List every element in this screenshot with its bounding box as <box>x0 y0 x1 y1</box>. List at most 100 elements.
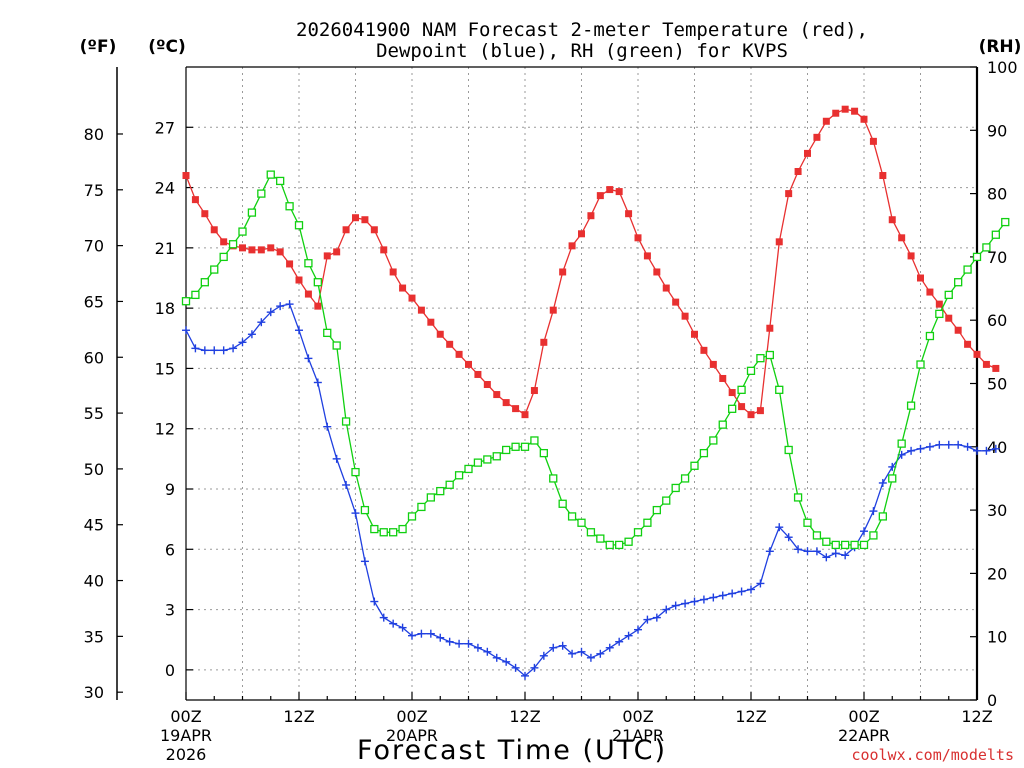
data-point-rh <box>426 493 435 502</box>
data-point-dewpoint <box>539 651 548 660</box>
data-point-dewpoint <box>360 557 369 566</box>
data-point-temperature <box>775 238 783 246</box>
data-point-temperature <box>935 300 943 308</box>
data-point-dewpoint <box>247 330 256 339</box>
data-point-dewpoint <box>200 346 209 355</box>
data-point-temperature <box>756 407 764 415</box>
data-point-rh <box>304 259 313 268</box>
data-point-temperature <box>879 172 887 180</box>
data-point-rh <box>756 354 765 363</box>
data-point-temperature <box>794 167 802 175</box>
data-point-dewpoint <box>944 440 953 449</box>
fahrenheit-tick-label: 75 <box>84 181 104 200</box>
data-point-rh <box>351 467 360 477</box>
data-point-rh <box>530 436 539 445</box>
data-point-temperature <box>549 306 557 314</box>
data-point-temperature <box>323 252 331 260</box>
data-point-temperature <box>314 302 322 310</box>
data-point-rh <box>577 518 586 527</box>
rh-tick-label: 80 <box>987 185 1007 204</box>
rh-tick-label: 50 <box>987 375 1007 394</box>
data-point-rh <box>341 417 351 426</box>
data-point-temperature <box>286 260 294 268</box>
data-point-temperature <box>954 326 962 334</box>
fahrenheit-axis-unit: (ºF) <box>80 37 117 57</box>
data-point-dewpoint <box>577 647 586 656</box>
rh-tick-label: 70 <box>987 248 1007 267</box>
data-point-rh <box>360 505 370 515</box>
data-point-dewpoint <box>313 378 322 387</box>
chart-title-line1: 2026041900 NAM Forecast 2-meter Temperat… <box>296 19 868 41</box>
x-date-label: 21APR <box>612 726 664 745</box>
data-point-rh <box>775 385 784 394</box>
data-series <box>181 105 1010 680</box>
data-point-temperature <box>559 268 567 276</box>
data-point-dewpoint <box>681 599 690 608</box>
fahrenheit-tick-label: 70 <box>84 237 104 256</box>
data-point-dewpoint <box>417 629 426 638</box>
data-point-temperature <box>502 399 510 407</box>
data-point-dewpoint <box>492 653 501 662</box>
data-point-temperature <box>596 192 604 200</box>
data-point-temperature <box>841 105 849 113</box>
data-point-dewpoint <box>963 442 972 451</box>
data-point-temperature <box>436 330 444 338</box>
fahrenheit-tick-label: 50 <box>84 460 104 479</box>
celsius-tick-label: 6 <box>165 540 175 559</box>
data-point-rh <box>191 290 200 300</box>
data-point-rh <box>257 189 266 198</box>
data-point-dewpoint <box>530 663 539 672</box>
celsius-tick-label: 24 <box>155 179 175 198</box>
data-point-rh <box>906 401 916 410</box>
data-point-rh <box>869 531 878 540</box>
data-point-dewpoint <box>332 454 341 463</box>
data-point-temperature <box>822 117 830 125</box>
data-point-dewpoint <box>747 585 755 594</box>
data-point-dewpoint <box>408 631 416 640</box>
data-point-temperature <box>465 360 472 368</box>
data-point-dewpoint <box>615 637 624 646</box>
data-point-temperature <box>700 346 708 354</box>
data-point-temperature <box>370 226 378 234</box>
x-tick-label: 12Z <box>283 707 314 726</box>
data-point-temperature <box>907 252 915 260</box>
celsius-axis-unit: (ºC) <box>148 37 186 57</box>
data-point-temperature <box>361 216 369 224</box>
data-point-dewpoint <box>822 553 831 562</box>
data-point-rh <box>285 202 294 211</box>
data-point-dewpoint <box>935 440 944 449</box>
data-point-rh <box>784 445 793 455</box>
data-point-rh <box>859 540 869 550</box>
data-point-dewpoint <box>803 547 812 556</box>
data-point-dewpoint <box>907 446 916 455</box>
data-point-rh <box>831 540 840 550</box>
data-point-temperature <box>578 230 585 238</box>
x-tick-label: 12Z <box>961 707 992 726</box>
data-point-temperature <box>521 411 529 419</box>
data-point-rh <box>567 512 577 521</box>
data-point-temperature <box>248 246 256 254</box>
celsius-tick-label: 12 <box>155 420 175 439</box>
data-point-rh <box>454 471 464 480</box>
data-point-dewpoint <box>398 623 407 632</box>
data-point-rh <box>219 252 228 262</box>
celsius-tick-label: 18 <box>155 299 175 318</box>
data-point-temperature <box>568 242 576 250</box>
data-point-rh <box>200 278 209 287</box>
data-point-dewpoint <box>304 354 313 363</box>
data-point-temperature <box>869 137 877 145</box>
data-point-temperature <box>945 314 953 322</box>
data-point-dewpoint <box>737 587 746 596</box>
chart-title-line2: Dewpoint (blue), RH (green) for KVPS <box>376 40 788 62</box>
fahrenheit-tick-label: 40 <box>84 572 104 591</box>
data-point-rh <box>1001 217 1010 227</box>
data-point-temperature <box>898 234 906 242</box>
axes: 0369121518212427303540455055606570758001… <box>84 58 1018 764</box>
data-point-dewpoint <box>191 344 200 353</box>
data-point-temperature <box>191 196 199 204</box>
data-point-temperature <box>399 284 407 292</box>
data-point-temperature <box>587 212 595 220</box>
data-point-rh <box>991 230 1000 239</box>
celsius-tick-label: 3 <box>165 601 175 620</box>
